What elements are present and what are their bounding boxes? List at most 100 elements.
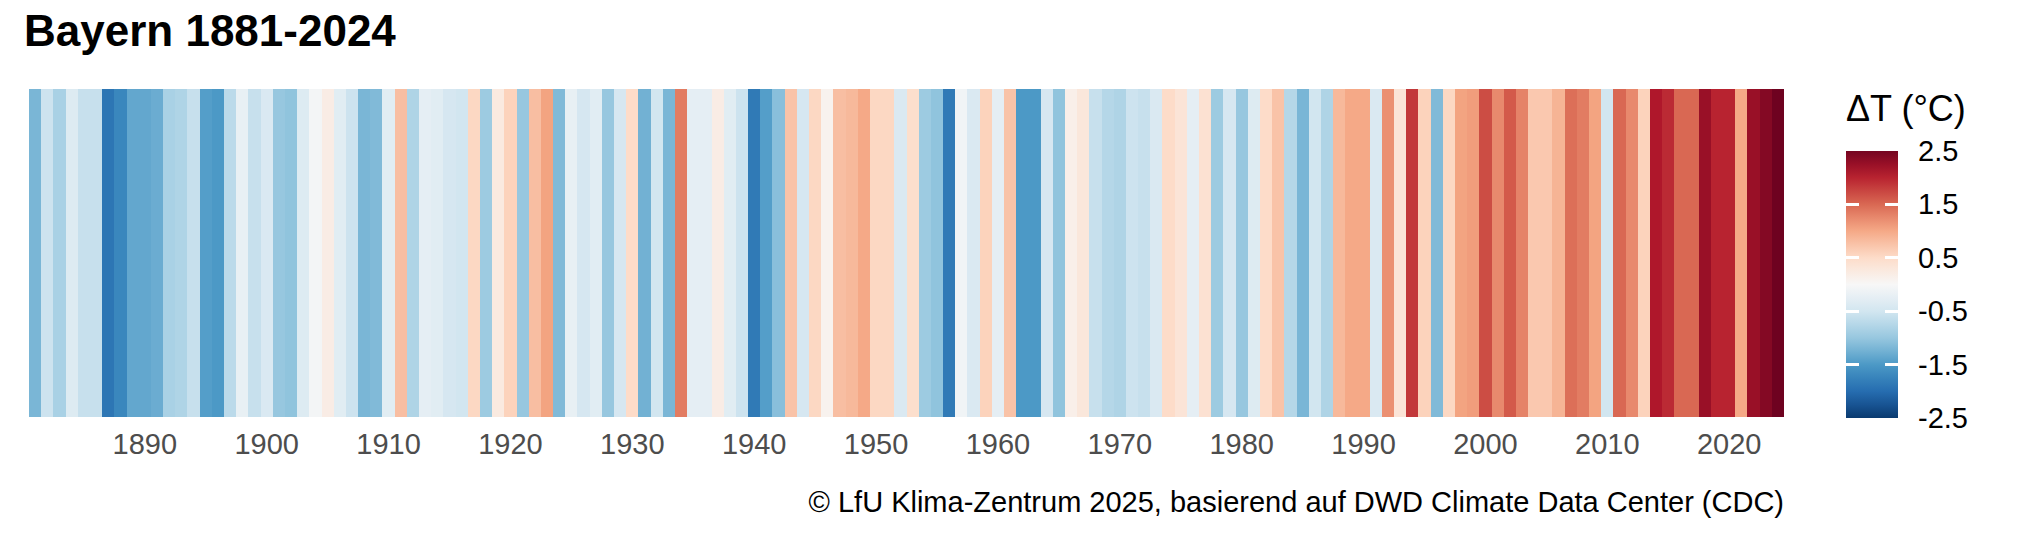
colorbar (1846, 151, 1898, 418)
stripe-1984 (1284, 89, 1296, 417)
colorbar-tickmark (1885, 363, 1898, 366)
stripe-1889 (127, 89, 139, 417)
stripe-1994 (1406, 89, 1418, 417)
stripe-1973 (1150, 89, 1162, 417)
stripe-1895 (200, 89, 212, 417)
stripe-1952 (894, 89, 906, 417)
stripe-2024 (1772, 89, 1784, 417)
stripe-2001 (1492, 89, 1504, 417)
stripe-1999 (1467, 89, 1479, 417)
stripe-2016 (1674, 89, 1686, 417)
stripe-1930 (626, 89, 638, 417)
stripe-1942 (772, 89, 784, 417)
stripe-1920 (504, 89, 516, 417)
stripe-1913 (419, 89, 431, 417)
stripe-2013 (1638, 89, 1650, 417)
x-tick-label-1890: 1890 (113, 428, 178, 461)
stripe-1919 (492, 89, 504, 417)
stripe-1914 (431, 89, 443, 417)
stripe-1976 (1187, 89, 1199, 417)
stripe-1901 (273, 89, 285, 417)
stripe-1907 (346, 89, 358, 417)
stripe-1937 (712, 89, 724, 417)
colorbar-tickmark (1846, 256, 1859, 259)
stripe-2022 (1747, 89, 1759, 417)
colorbar-tickmark (1885, 256, 1898, 259)
stripe-2011 (1613, 89, 1625, 417)
stripe-1932 (651, 89, 663, 417)
stripe-1924 (553, 89, 565, 417)
stripe-1923 (541, 89, 553, 417)
stripe-1902 (285, 89, 297, 417)
stripe-1883 (53, 89, 65, 417)
stripe-1893 (175, 89, 187, 417)
colorbar-tickmark (1846, 310, 1859, 313)
stripe-1936 (699, 89, 711, 417)
stripe-1944 (797, 89, 809, 417)
stripe-1909 (370, 89, 382, 417)
stripe-1948 (846, 89, 858, 417)
colorbar-tick-label-2.5: 2.5 (1918, 136, 1958, 166)
stripe-1959 (980, 89, 992, 417)
stripe-1981 (1248, 89, 1260, 417)
stripe-1896 (212, 89, 224, 417)
stripe-1966 (1065, 89, 1077, 417)
colorbar-tick-label--2.5: -2.5 (1918, 403, 1968, 433)
stripe-1915 (443, 89, 455, 417)
stripe-1918 (480, 89, 492, 417)
stripe-1968 (1089, 89, 1101, 417)
stripe-1922 (529, 89, 541, 417)
stripe-1916 (456, 89, 468, 417)
stripe-1904 (309, 89, 321, 417)
stripe-1921 (517, 89, 529, 417)
stripe-1946 (821, 89, 833, 417)
stripe-1978 (1211, 89, 1223, 417)
colorbar-legend-title: ΔT (°C) (1846, 88, 1966, 130)
stripe-1956 (943, 89, 955, 417)
stripe-1906 (334, 89, 346, 417)
stripe-1972 (1138, 89, 1150, 417)
chart-title: Bayern 1881-2024 (24, 6, 396, 56)
stripe-2019 (1711, 89, 1723, 417)
colorbar-tickmark (1885, 310, 1898, 313)
stripe-1888 (114, 89, 126, 417)
colorbar-tick-label-1.5: 1.5 (1918, 189, 1958, 219)
stripe-2008 (1577, 89, 1589, 417)
x-tick-label-1940: 1940 (722, 428, 787, 461)
stripe-1955 (931, 89, 943, 417)
stripe-1908 (358, 89, 370, 417)
stripe-1898 (236, 89, 248, 417)
caption: © LfU Klima-Zentrum 2025, basierend auf … (809, 486, 1784, 519)
stripe-1947 (833, 89, 845, 417)
stripe-1938 (724, 89, 736, 417)
stripe-1998 (1455, 89, 1467, 417)
stripe-1983 (1272, 89, 1284, 417)
stripe-1899 (248, 89, 260, 417)
stripe-1993 (1394, 89, 1406, 417)
stripes-plot-area (29, 89, 1784, 417)
stripe-1964 (1041, 89, 1053, 417)
stripe-2006 (1552, 89, 1564, 417)
stripe-1992 (1382, 89, 1394, 417)
stripe-1894 (187, 89, 199, 417)
x-tick-label-2010: 2010 (1575, 428, 1640, 461)
stripe-1988 (1333, 89, 1345, 417)
stripe-1885 (78, 89, 90, 417)
stripe-1951 (882, 89, 894, 417)
stripe-2012 (1626, 89, 1638, 417)
stripe-1903 (297, 89, 309, 417)
colorbar-tickmark (1846, 363, 1859, 366)
stripe-1995 (1418, 89, 1430, 417)
stripe-1960 (992, 89, 1004, 417)
stripe-1987 (1321, 89, 1333, 417)
stripe-1886 (90, 89, 102, 417)
stripe-1926 (577, 89, 589, 417)
stripe-1933 (663, 89, 675, 417)
stripe-1950 (870, 89, 882, 417)
stripe-1985 (1297, 89, 1309, 417)
stripe-2002 (1504, 89, 1516, 417)
x-tick-label-1990: 1990 (1331, 428, 1396, 461)
stripe-1940 (748, 89, 760, 417)
stripe-1970 (1114, 89, 1126, 417)
stripe-1969 (1102, 89, 1114, 417)
